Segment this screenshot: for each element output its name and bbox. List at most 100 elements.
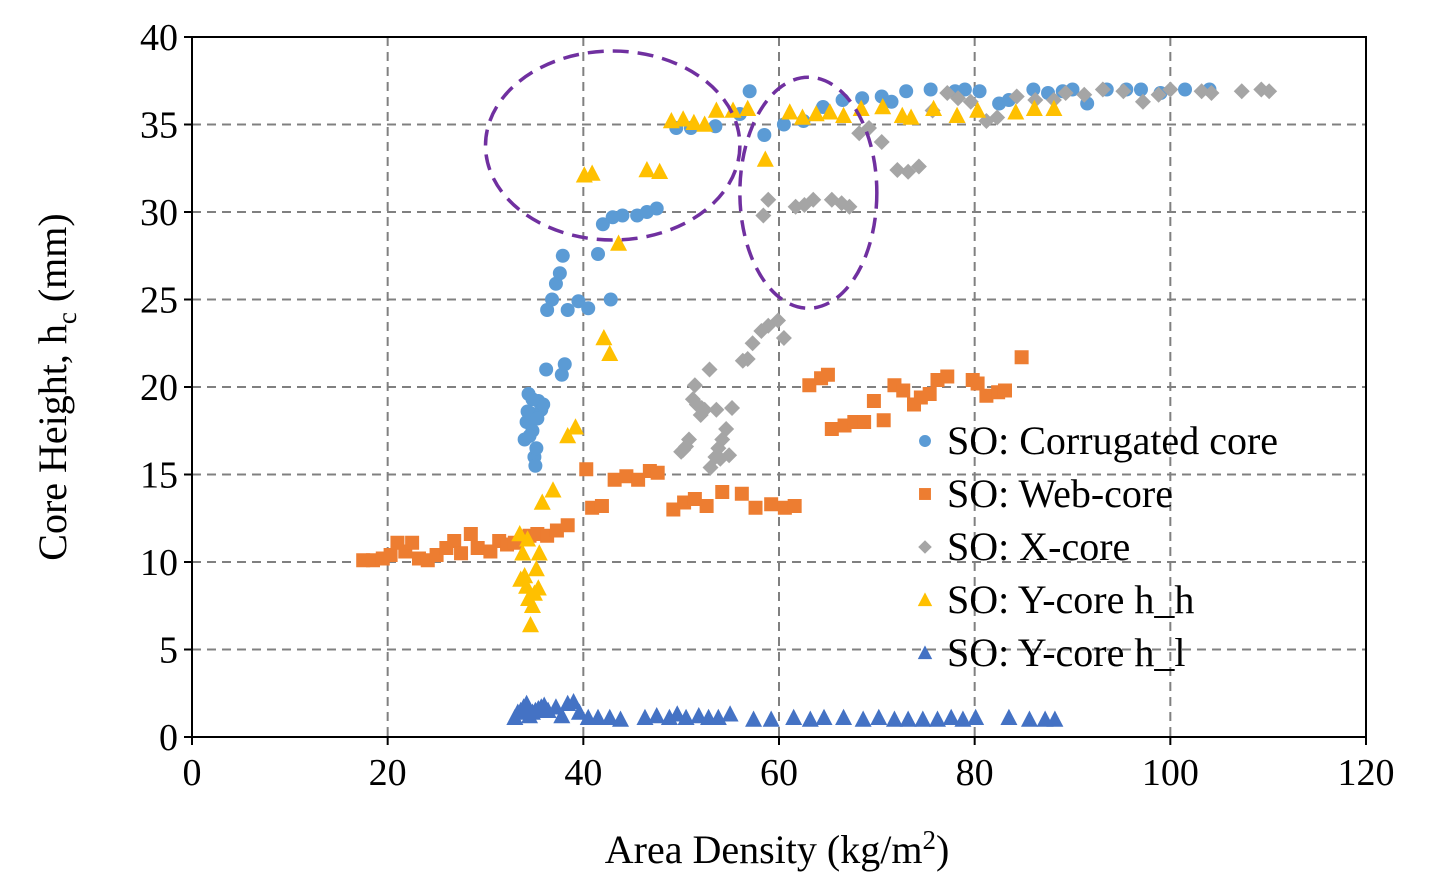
data-point bbox=[874, 98, 892, 115]
data-point bbox=[631, 472, 646, 487]
data-point bbox=[552, 266, 567, 281]
data-point bbox=[594, 499, 609, 513]
data-point bbox=[802, 378, 817, 393]
legend-marker bbox=[918, 540, 932, 554]
gridlines bbox=[192, 37, 1366, 737]
data-point bbox=[707, 101, 725, 118]
data-point bbox=[607, 472, 622, 487]
data-point bbox=[857, 415, 872, 429]
data-point bbox=[595, 329, 613, 346]
data-point bbox=[866, 394, 881, 408]
data-point bbox=[680, 431, 697, 448]
data-point bbox=[533, 493, 551, 510]
data-point bbox=[742, 84, 757, 99]
data-point bbox=[815, 708, 833, 725]
data-point bbox=[770, 312, 787, 329]
data-point bbox=[745, 710, 763, 727]
data-point bbox=[1115, 83, 1132, 100]
data-point bbox=[873, 134, 890, 150]
data-point bbox=[1178, 82, 1193, 97]
data-point bbox=[1133, 82, 1148, 97]
data-point bbox=[557, 357, 572, 372]
data-point bbox=[715, 485, 730, 499]
data-point bbox=[610, 234, 628, 251]
data-point bbox=[979, 388, 994, 403]
highlight-ellipse bbox=[483, 49, 742, 242]
annotations bbox=[483, 49, 879, 310]
data-point bbox=[910, 158, 927, 175]
data-point bbox=[708, 401, 725, 418]
data-point bbox=[666, 502, 681, 517]
data-point bbox=[530, 411, 545, 426]
highlight-ellipse bbox=[738, 75, 879, 310]
data-point bbox=[544, 481, 562, 498]
data-point bbox=[757, 128, 772, 142]
data-point bbox=[470, 541, 485, 555]
data-point bbox=[855, 91, 870, 106]
data-points bbox=[356, 81, 1278, 727]
data-point bbox=[454, 546, 469, 561]
data-point bbox=[447, 534, 462, 548]
data-point bbox=[549, 523, 564, 538]
y-axis-ticks: 0 5 10 15 20 25 30 35 40 bbox=[140, 17, 192, 759]
data-point bbox=[520, 404, 535, 419]
data-point bbox=[651, 162, 669, 179]
data-point bbox=[1076, 86, 1093, 103]
data-point bbox=[1094, 81, 1111, 98]
data-point bbox=[940, 369, 955, 384]
data-point bbox=[528, 458, 543, 473]
data-point bbox=[560, 518, 575, 533]
data-point bbox=[514, 544, 532, 561]
data-point bbox=[1046, 710, 1064, 727]
y-tick-label: 30 bbox=[140, 192, 178, 234]
legend-marker bbox=[917, 592, 933, 607]
x-tick-label: 20 bbox=[369, 752, 407, 794]
data-point bbox=[793, 108, 811, 125]
data-point bbox=[762, 710, 780, 727]
data-point bbox=[570, 703, 588, 720]
data-point bbox=[696, 115, 714, 132]
data-point bbox=[902, 108, 920, 125]
data-point bbox=[536, 397, 551, 412]
data-point bbox=[675, 442, 692, 458]
x-tick-label: 0 bbox=[183, 752, 202, 794]
data-point bbox=[801, 710, 819, 727]
data-point bbox=[615, 208, 630, 223]
data-point bbox=[530, 544, 548, 561]
data-point bbox=[463, 527, 478, 541]
data-point bbox=[1233, 83, 1250, 100]
data-point bbox=[383, 548, 398, 562]
data-point bbox=[674, 110, 692, 127]
data-point bbox=[775, 330, 792, 346]
data-point bbox=[724, 101, 742, 118]
series-1 bbox=[517, 82, 1217, 473]
legend-label: SO: Web-core bbox=[947, 471, 1173, 516]
data-point bbox=[581, 301, 596, 316]
data-point bbox=[636, 708, 654, 725]
data-point bbox=[899, 84, 914, 99]
y-tick-label: 35 bbox=[140, 105, 178, 147]
data-point bbox=[1150, 86, 1167, 103]
data-point bbox=[744, 335, 761, 352]
data-point bbox=[612, 710, 630, 727]
y-tick-label: 40 bbox=[140, 17, 178, 59]
data-point bbox=[948, 106, 966, 123]
data-point bbox=[1203, 85, 1220, 101]
data-point bbox=[854, 710, 872, 727]
data-point bbox=[638, 161, 656, 178]
data-point bbox=[876, 413, 891, 428]
data-point bbox=[559, 427, 577, 444]
data-point bbox=[567, 418, 585, 435]
data-point bbox=[928, 710, 946, 727]
data-point bbox=[954, 710, 972, 727]
data-point bbox=[841, 198, 858, 215]
data-point bbox=[764, 497, 779, 512]
data-point bbox=[807, 105, 825, 122]
data-point bbox=[885, 710, 903, 727]
data-point bbox=[718, 421, 735, 437]
data-point bbox=[648, 707, 666, 724]
data-point bbox=[603, 292, 618, 307]
data-point bbox=[785, 708, 803, 725]
data-point bbox=[1193, 83, 1210, 100]
data-point bbox=[527, 560, 545, 577]
